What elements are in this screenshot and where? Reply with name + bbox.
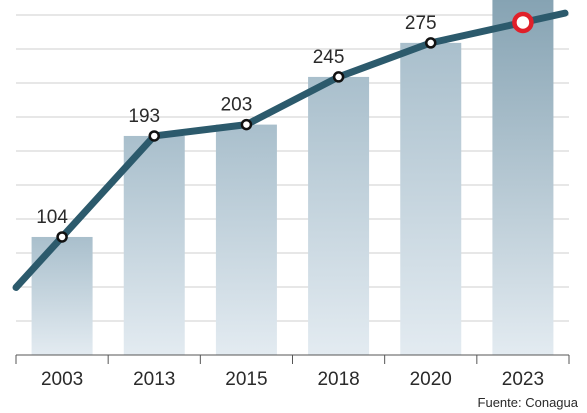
data-label: 245 [313,47,345,68]
data-label: 203 [221,95,253,116]
bar-2003 [31,236,93,355]
markers [56,11,534,243]
marker [240,118,253,131]
data-label: 193 [128,106,160,127]
gridlines [16,14,569,322]
x-tick-label: 2015 [225,369,267,390]
bar-2020 [400,42,462,355]
bar-2013 [123,135,185,355]
x-tick-label: 2023 [502,369,544,390]
source-note: Fuente: Conagua [478,395,579,410]
trend-line [12,9,569,291]
data-label: 275 [405,13,437,34]
x-tick-label: 2018 [317,369,359,390]
data-label: 104 [36,207,68,228]
x-axis: 2003 2013 2015 2018 2020 2023 [15,354,570,390]
x-tick-label: 2020 [410,369,452,390]
marker [332,71,345,83]
bar-2015 [215,124,277,355]
marker-highlight [512,11,534,34]
marker [148,130,160,142]
bars [31,0,554,356]
marker [56,231,68,243]
bar-2023 [492,0,554,355]
bar-2018 [308,76,370,356]
data-labels: 104 193 203 245 275 [36,13,436,228]
series-line [12,9,569,291]
x-tick-label: 2013 [133,369,175,390]
marker [425,37,437,49]
x-tick-label: 2003 [41,369,83,390]
